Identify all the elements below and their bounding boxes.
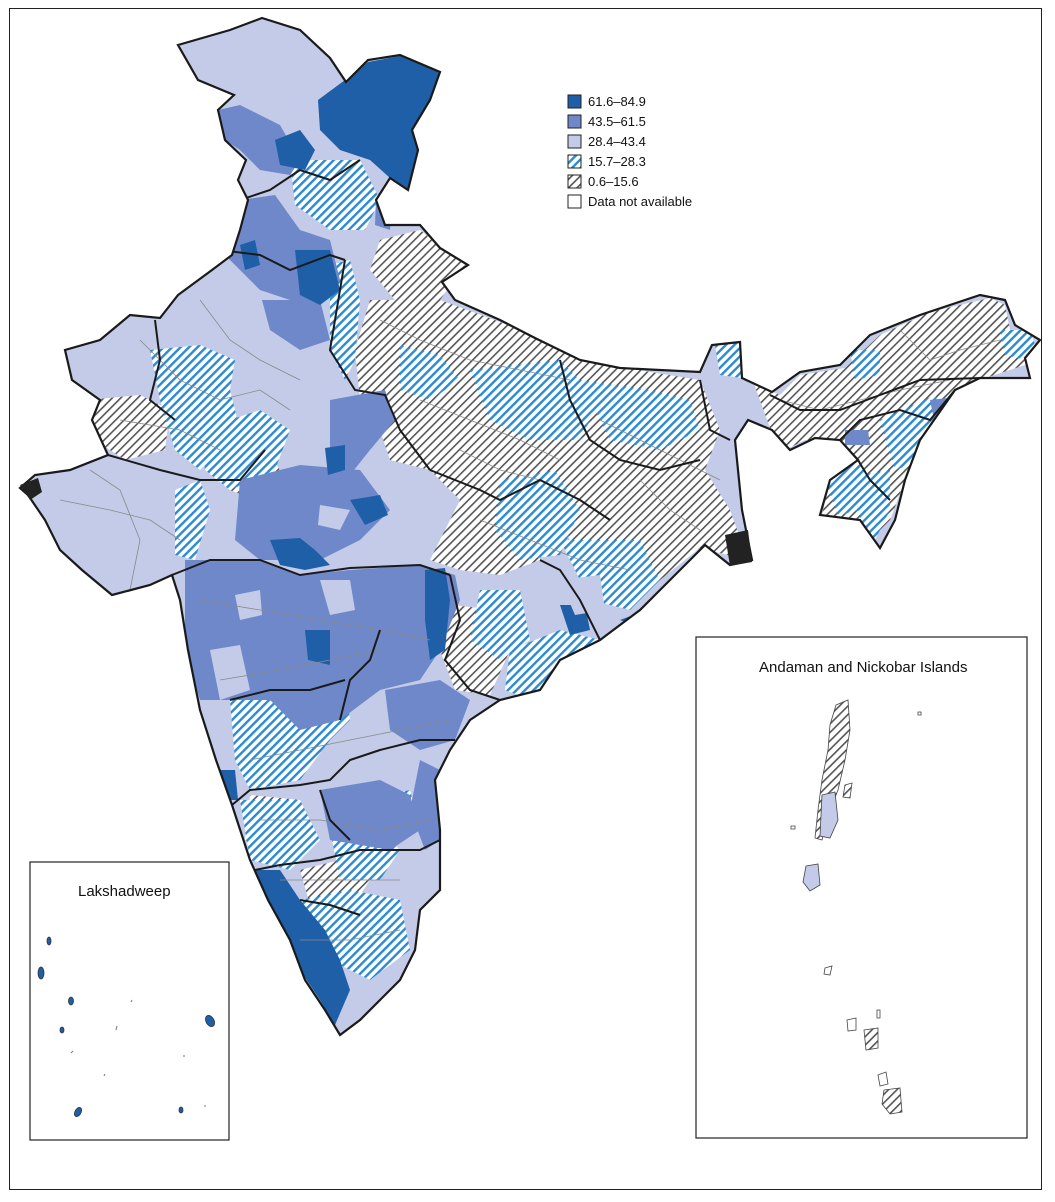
legend-item: 15.7–28.3 [567,154,646,169]
lakshadweep-islands [37,936,215,1117]
legend-swatch [567,174,582,189]
legend-item: 43.5–61.5 [567,114,646,129]
map-frame [9,8,1042,1190]
lakshadweep-title: Lakshadweep [78,883,171,900]
legend-label: 28.4–43.4 [588,134,646,149]
legend-item: Data not available [567,194,692,209]
mainland-map [18,16,1042,1037]
legend-label: 61.6–84.9 [588,94,646,109]
legend-item: 0.6–15.6 [567,174,639,189]
state-boundaries [107,159,981,916]
lakshadweep-inset: Lakshadweep [29,861,230,1141]
andaman-title: Andaman and Nickobar Islands [759,659,967,676]
legend-swatch [567,114,582,129]
gujarat-coast-detail [20,478,42,500]
legend-item: 28.4–43.4 [567,134,646,149]
legend-label: 43.5–61.5 [588,114,646,129]
region-light-blue-patches [210,505,605,700]
district-boundaries [59,299,1001,941]
legend-swatch [567,94,582,109]
legend-label: 15.7–28.3 [588,154,646,169]
legend-item: 61.6–84.9 [567,94,646,109]
legend: 61.6–84.9 43.5–61.5 28.4–43.4 15.7–28.3 0.6–… [567,94,692,209]
legend-swatch [567,194,582,209]
legend-label: 0.6–15.6 [588,174,639,189]
andaman-inset-box [695,636,1028,1139]
legend-swatch [567,134,582,149]
legend-label: Data not available [588,194,692,209]
andaman-islands [790,699,922,1115]
legend-swatch [567,154,582,169]
lakshadweep-small-islands [70,999,206,1107]
andaman-inset: Andaman and Nickobar Islands [695,636,1028,1139]
lakshadweep-inset-box [29,861,230,1141]
sundarbans-coast-detail [725,530,752,566]
